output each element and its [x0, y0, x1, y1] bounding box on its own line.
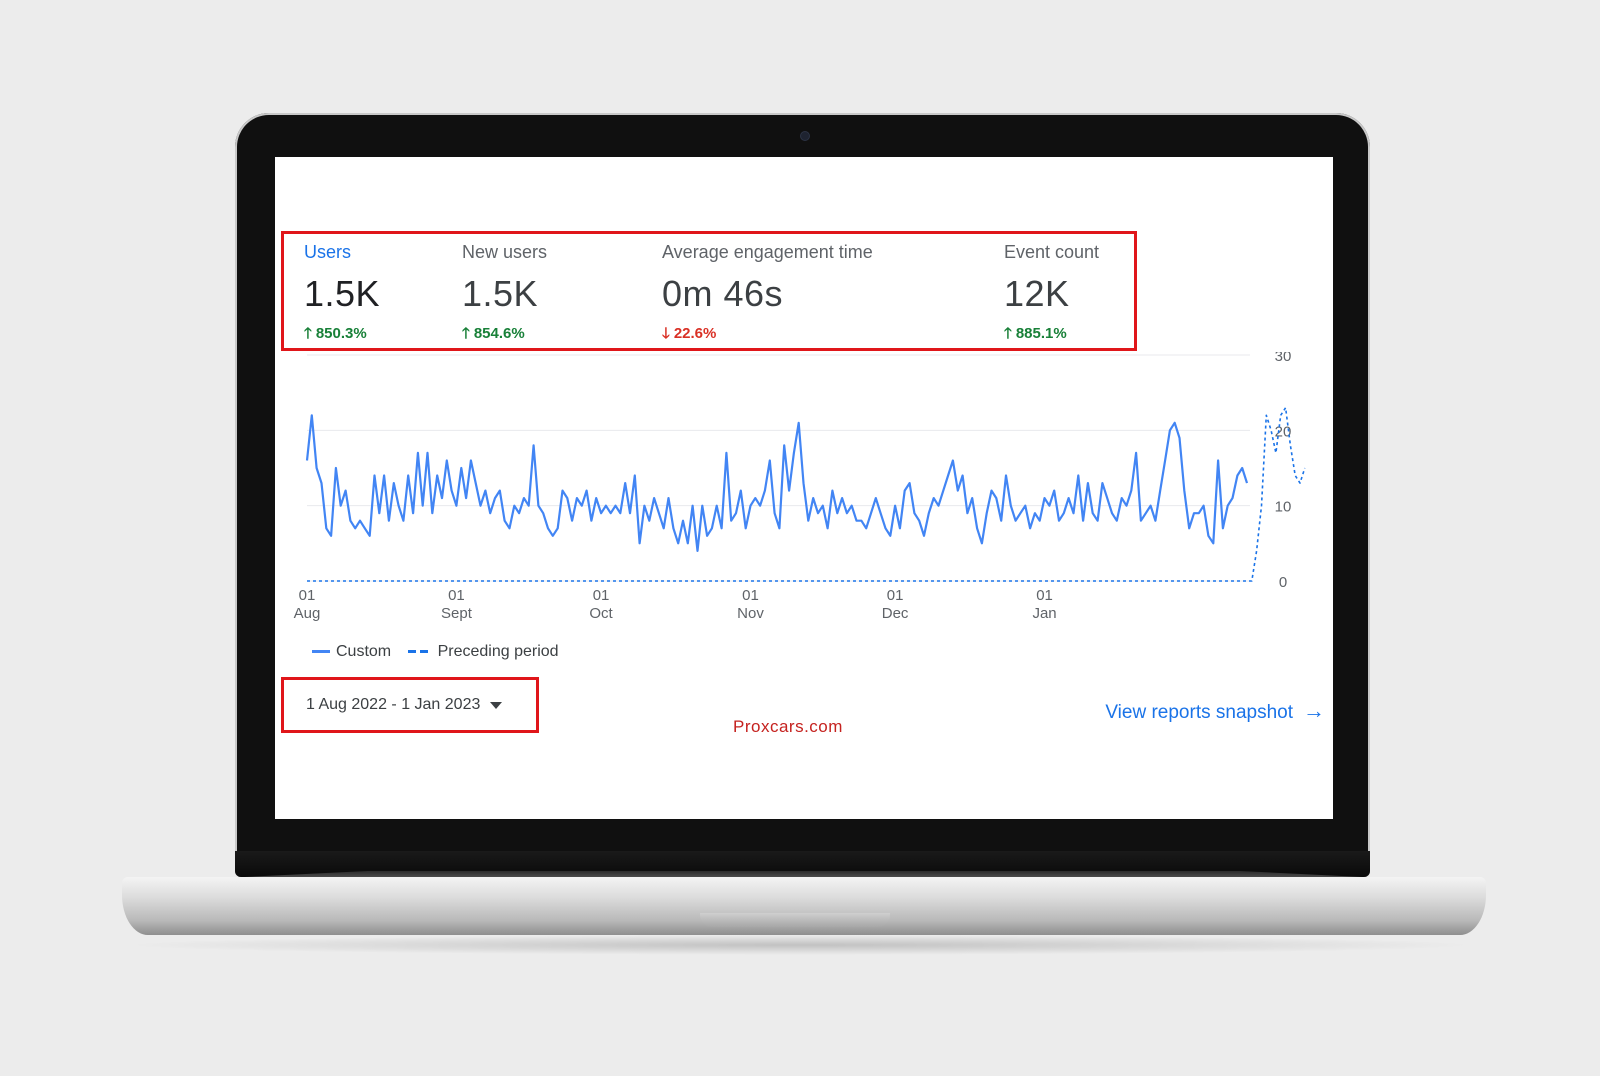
x-tick-month: Sept — [441, 605, 473, 622]
analytics-screen: Users 1.5K 🡑 850.3% New users 1.5K 🡑 854.6… — [275, 157, 1333, 819]
view-reports-snapshot-link[interactable]: View reports snapshot → — [1105, 698, 1325, 724]
metric-label: New users — [462, 242, 548, 262]
metric-event-count[interactable]: Event count 12K 🡑 885.1% — [1004, 242, 1099, 348]
y-tick-label: 30 — [1275, 352, 1292, 365]
y-tick-label: 0 — [1279, 574, 1287, 591]
metric-change-value: 854.6% — [473, 325, 525, 342]
x-tick-month: Aug — [294, 605, 321, 622]
x-tick-day: 01 — [299, 587, 316, 604]
x-tick-month: Nov — [737, 605, 764, 622]
y-tick-label: 20 — [1275, 423, 1292, 440]
metric-change: 🡓 22.6% — [662, 323, 873, 348]
snapshot-link-label: View reports snapshot — [1105, 702, 1293, 723]
date-range-selector[interactable]: 1 Aug 2022 - 1 Jan 2023 — [281, 677, 539, 733]
metric-change-value: 22.6% — [673, 325, 717, 342]
metric-change-value: 885.1% — [1015, 325, 1067, 342]
laptop-opening-notch — [700, 913, 890, 927]
chart-legend: Custom Preceding period — [312, 643, 559, 661]
legend-preceding-period: Preceding period — [437, 643, 559, 660]
metric-value: 1.5K — [462, 273, 539, 314]
arrow-down-icon: 🡓 — [662, 325, 670, 342]
x-tick-day: 01 — [593, 587, 610, 604]
y-tick-label: 10 — [1275, 499, 1292, 516]
x-tick-day: 01 — [887, 587, 904, 604]
series-line-custom — [305, 414, 1249, 552]
x-tick-day: 01 — [1036, 587, 1053, 604]
webcam-icon — [800, 131, 810, 141]
metric-label: Average engagement time — [662, 242, 873, 262]
watermark: Proxcars.com — [733, 717, 843, 736]
metric-label: Users — [304, 242, 352, 262]
metric-change: 🡑 850.3% — [304, 323, 380, 348]
metric-value: 1.5K — [304, 273, 381, 314]
x-tick-month: Oct — [589, 605, 613, 622]
caret-down-icon — [490, 701, 503, 709]
x-tick-month: Dec — [882, 605, 909, 622]
arrow-right-icon: → — [1303, 698, 1325, 723]
dashed-line-swatch — [407, 650, 432, 654]
metric-users[interactable]: Users 1.5K 🡑 850.3% — [304, 242, 380, 348]
metric-change: 🡑 885.1% — [1004, 323, 1099, 348]
series-line-preceding-period — [307, 406, 1306, 582]
metric-change: 🡑 854.6% — [462, 323, 547, 348]
x-tick-month: Jan — [1032, 605, 1056, 622]
date-range-label: 1 Aug 2022 - 1 Jan 2023 — [306, 696, 481, 713]
x-tick-day: 01 — [742, 587, 759, 604]
metric-value: 12K — [1004, 273, 1070, 314]
laptop-shadow — [120, 935, 1480, 955]
metric-value: 0m 46s — [662, 273, 784, 314]
arrow-up-icon: 🡑 — [1004, 325, 1012, 342]
metric-label: Event count — [1004, 242, 1100, 262]
metrics-highlight-box: Users 1.5K 🡑 850.3% New users 1.5K 🡑 854.6… — [281, 231, 1137, 351]
solid-line-swatch — [312, 650, 330, 654]
legend-custom: Custom — [336, 643, 392, 660]
metric-new-users[interactable]: New users 1.5K 🡑 854.6% — [462, 242, 547, 348]
x-tick-day: 01 — [448, 587, 465, 604]
arrow-up-icon: 🡑 — [462, 325, 470, 342]
arrow-up-icon: 🡑 — [304, 325, 312, 342]
metric-average-engagement-time[interactable]: Average engagement time 0m 46s 🡓 22.6% — [662, 242, 873, 348]
metric-change-value: 850.3% — [315, 325, 367, 342]
